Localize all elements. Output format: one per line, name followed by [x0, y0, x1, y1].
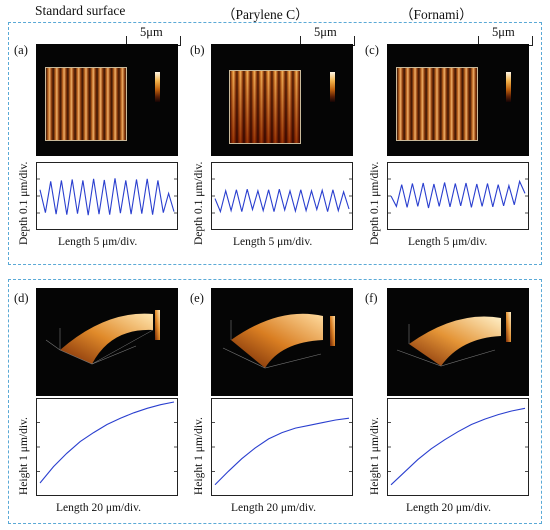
profile-line-c — [390, 179, 526, 209]
plot-frame — [211, 398, 353, 496]
panel-label-b: (b) — [190, 43, 205, 57]
afm-3d-image-e — [211, 288, 353, 396]
afm-image-b — [211, 44, 353, 156]
scale-bar-label: 5μm — [140, 25, 163, 39]
height-profile-f — [387, 398, 529, 496]
scale-bar-label: 5μm — [492, 25, 515, 39]
color-scale-bar — [506, 72, 511, 102]
color-scale-bar — [155, 72, 160, 102]
plot-frame — [387, 398, 529, 496]
profile-line-f — [390, 407, 526, 486]
afm-image-c — [387, 44, 529, 156]
column-title-fornami: （Fornami） — [400, 7, 473, 22]
x-axis-label-f: Length 20 μm/div. — [406, 502, 491, 514]
y-axis-label-f: Height 1 μm/div. — [369, 417, 381, 495]
depth-profile-b — [211, 162, 353, 230]
panel-label-a: (a) — [14, 43, 28, 57]
top-group-frame — [8, 22, 542, 265]
depth-profile-a — [36, 162, 178, 230]
depth-profile-c — [387, 162, 529, 230]
profile-line-e — [214, 417, 350, 486]
x-axis-label-b: Length 5 μm/div. — [233, 236, 313, 248]
panel-label-e: (e) — [190, 291, 204, 305]
scale-bar-label: 5μm — [314, 25, 337, 39]
height-profile-e — [211, 398, 353, 496]
groove-texture — [396, 67, 478, 141]
panel-label-d: (d) — [14, 291, 29, 305]
afm-3d-image-d — [36, 288, 178, 396]
profile-line-a — [39, 178, 175, 216]
groove-texture — [229, 70, 301, 144]
y-axis-label-a: Depth 0.1 μm/div. — [18, 161, 30, 245]
afm-3d-image-f — [387, 288, 529, 396]
curved-surface-d — [45, 310, 160, 365]
y-axis-label-b: Depth 0.1 μm/div. — [193, 161, 205, 245]
height-profile-d — [36, 398, 178, 496]
plot-frame — [36, 398, 178, 496]
profile-line-d — [39, 401, 175, 484]
groove-texture — [45, 67, 127, 141]
y-axis-label-c: Depth 0.1 μm/div. — [369, 161, 381, 245]
x-axis-label-d: Length 20 μm/div. — [56, 502, 141, 514]
curved-surface-e — [222, 313, 335, 369]
x-axis-label-e: Length 20 μm/div. — [231, 502, 316, 514]
bottom-group-frame — [8, 279, 542, 524]
y-axis-label-d: Height 1 μm/div. — [18, 417, 30, 495]
panel-label-f: (f) — [365, 291, 378, 305]
x-axis-label-c: Length 5 μm/div. — [408, 236, 488, 248]
color-scale-bar — [330, 72, 335, 102]
panel-label-c: (c) — [365, 43, 379, 57]
y-axis-label-e: Height 1 μm/div. — [193, 417, 205, 495]
column-title-standard: Standard surface — [35, 3, 126, 18]
x-axis-label-a: Length 5 μm/div. — [58, 236, 138, 248]
curved-surface-f — [396, 312, 511, 367]
afm-image-a — [36, 44, 178, 156]
profile-line-b — [214, 188, 350, 214]
column-title-parylene: （Parylene C） — [222, 7, 309, 22]
